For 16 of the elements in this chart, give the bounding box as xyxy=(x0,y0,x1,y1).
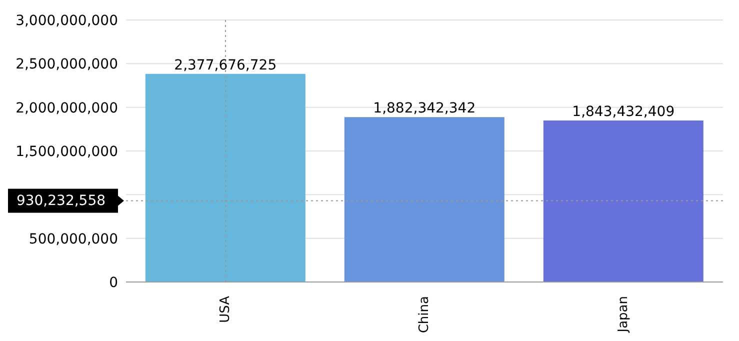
bar xyxy=(543,120,704,282)
y-tick-label: 2,000,000,000 xyxy=(16,100,118,116)
x-tick-label: Japan xyxy=(616,296,631,334)
y-tick-label: 0 xyxy=(109,274,118,291)
x-tick-label: China xyxy=(417,296,432,334)
y-tick-label: 3,000,000,000 xyxy=(16,12,118,29)
y-tick-label: 500,000,000 xyxy=(28,231,118,248)
y-tick-label: 1,500,000,000 xyxy=(16,144,118,160)
y-tick-label: 2,500,000,000 xyxy=(16,56,118,73)
data-label: 1,843,432,409 xyxy=(572,104,675,120)
data-label: 1,882,342,342 xyxy=(373,100,476,117)
ref-line-label: 930,232,558 xyxy=(16,192,106,209)
bar xyxy=(344,117,504,282)
bar xyxy=(145,74,306,282)
data-label: 2,377,676,725 xyxy=(174,57,277,74)
x-tick-label: USA xyxy=(218,296,233,323)
